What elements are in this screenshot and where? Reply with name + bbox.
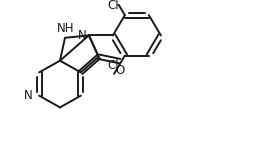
Text: N: N [78, 29, 87, 42]
Text: O: O [115, 64, 124, 77]
Text: NH: NH [57, 22, 75, 35]
Text: Cl: Cl [107, 59, 119, 72]
Text: N: N [23, 89, 32, 102]
Text: Cl: Cl [107, 0, 119, 12]
